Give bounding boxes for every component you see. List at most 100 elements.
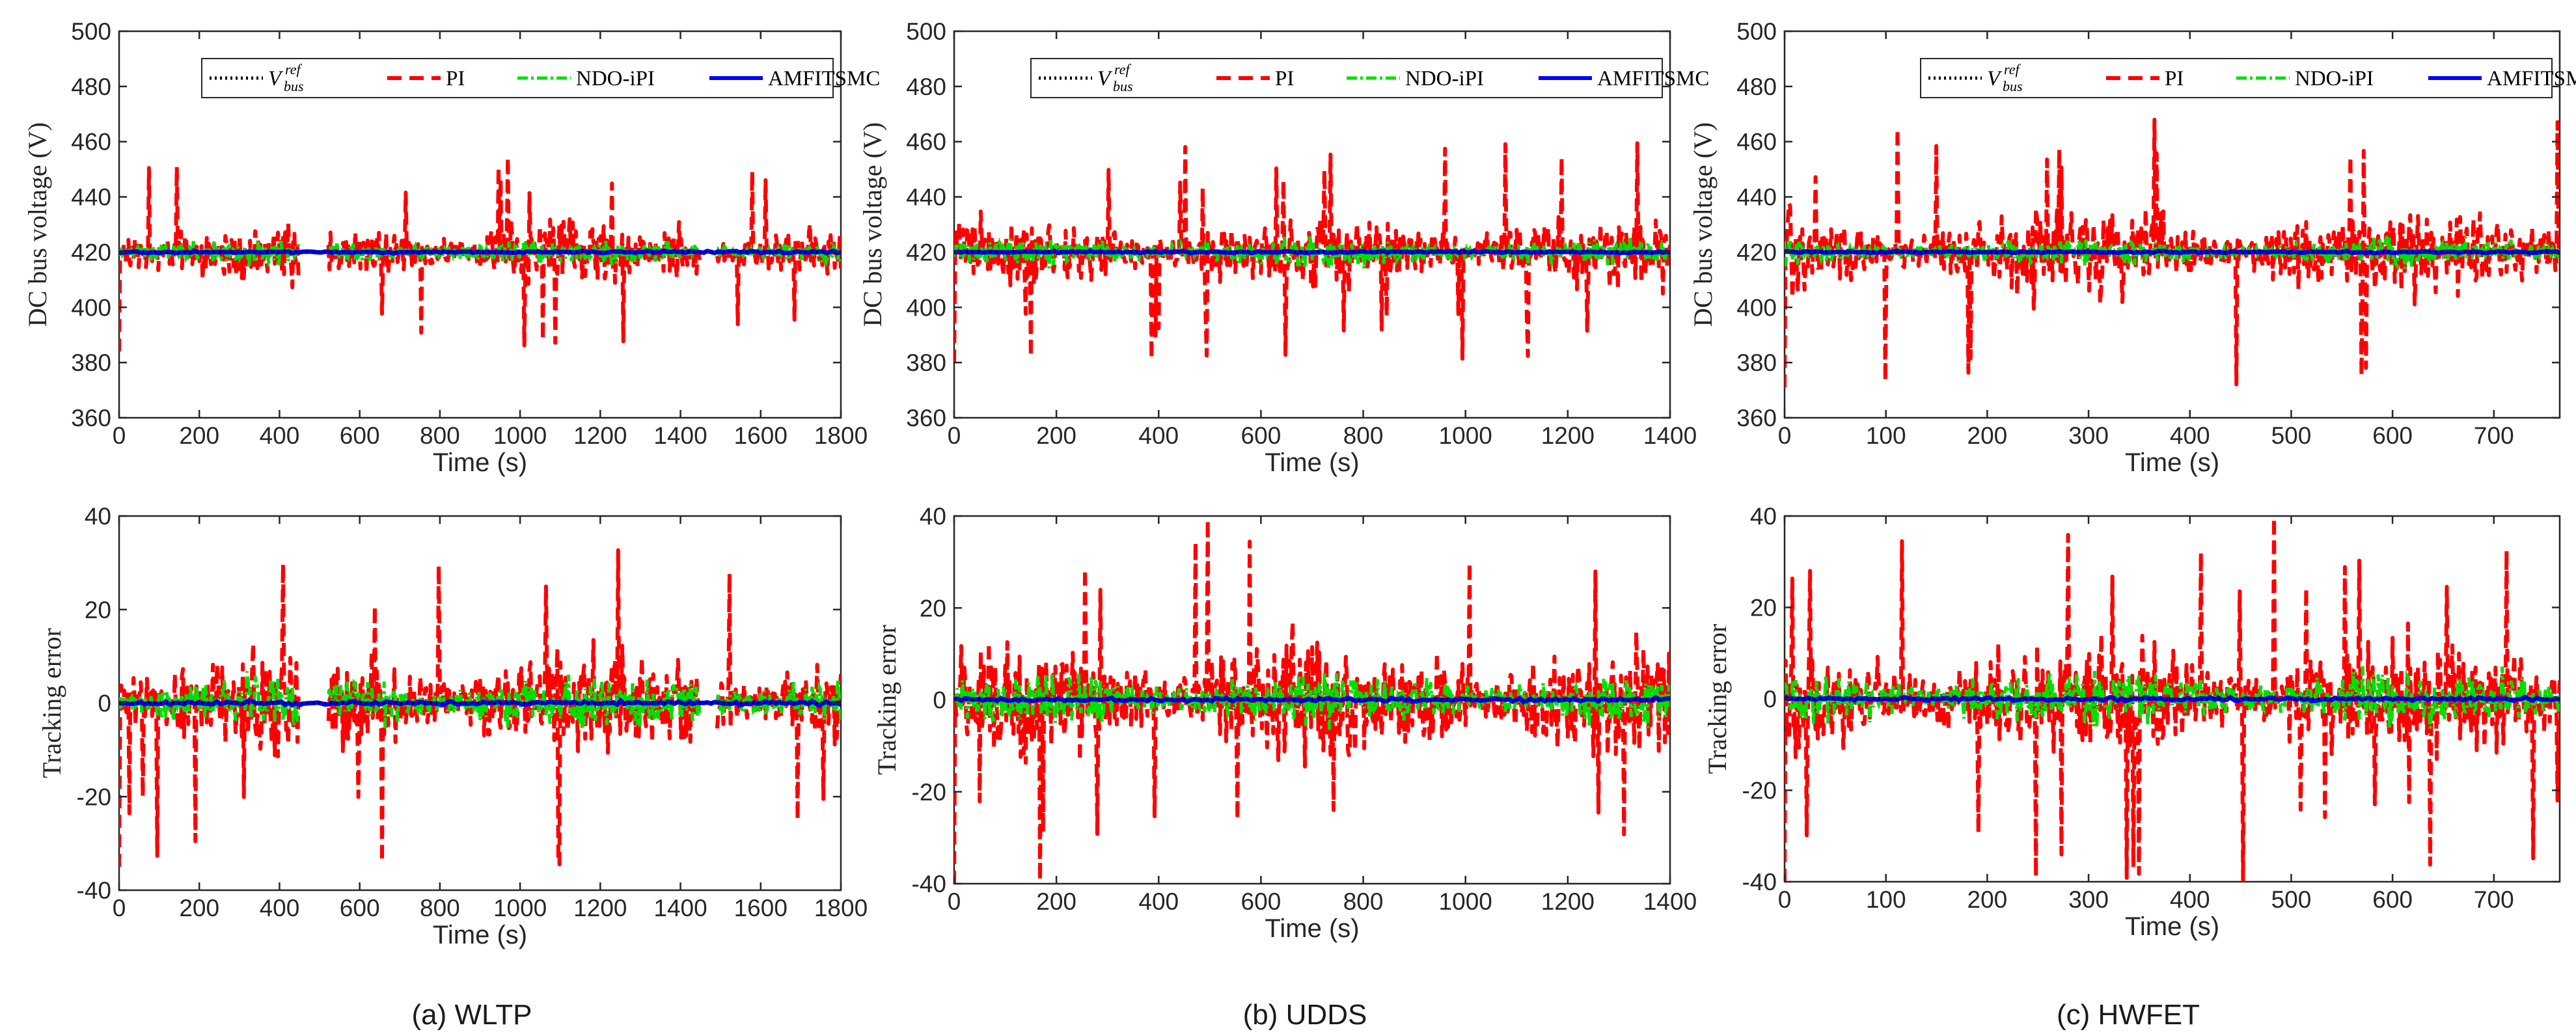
y-axis-label: Tracking error [872,625,901,775]
y-tick-label: 460 [1736,129,1777,156]
y-tick-label: 420 [906,239,946,265]
x-tick-label: 300 [2068,422,2109,449]
legend-label-4: AMFITSMC [2487,67,2576,90]
y-axis-label: Tracking error [37,628,66,778]
legend-label-3: NDO-iPI [576,67,655,90]
x-tick-label: 400 [260,422,300,449]
y-tick-label: -20 [912,779,946,806]
series-group [954,518,1670,884]
x-tick-label: 1800 [814,895,868,921]
legend-label-1: V [1097,67,1113,90]
x-tick-label: 800 [420,422,460,449]
x-tick-label: 200 [1967,886,2008,913]
y-tick-label: 480 [1736,74,1777,100]
y-axis-label: Tracking error [1703,624,1732,774]
x-tick-label: 200 [179,895,219,921]
legend-label-2: PI [446,67,465,90]
x-tick-label: 0 [1778,886,1792,913]
x-axis-label: Time (s) [433,921,527,949]
panel-hwfet-voltage: 0 100 200 300 400 500 600 700 360 380 400 420 440 460… [1688,18,2576,477]
y-tick-label: 500 [1736,18,1777,45]
x-tick-label: 1000 [493,895,547,921]
x-tick-label: 800 [1343,888,1384,915]
x-tick-label: 400 [1138,888,1179,915]
x-tick-label: 600 [1241,888,1281,915]
y-tick-label: 500 [906,18,946,45]
y-tick-label: 40 [85,503,111,530]
x-tick-label: 1200 [1541,422,1595,449]
x-tick-label: 600 [340,422,380,449]
x-axis-label: Time (s) [2125,912,2219,941]
series-ndo-ipi [119,671,300,728]
panel-wltp-voltage: 0 200 400 600 800 1000 1200 1400 1600 1800 360 380 4… [23,18,880,477]
y-tick-label: 420 [1736,239,1777,265]
legend-label-sub: bus [2003,78,2023,94]
caption-udds: (b) UDDS [1243,999,1367,1031]
x-tick-label: 1600 [734,895,788,921]
y-tick-label: -20 [1742,778,1777,804]
y-tick-label: 460 [906,129,946,156]
x-tick-label: 200 [179,422,219,449]
series-ndo-ipi [327,674,702,729]
x-tick-label: 0 [948,422,961,449]
y-tick-label: 480 [71,74,111,100]
y-tick-label: 20 [1750,595,1777,621]
x-tick-label: 500 [2271,886,2312,913]
series-group [954,141,1670,363]
x-tick-label: 1200 [573,895,627,921]
panel-udds-error: 0 200 400 600 800 1000 1200 1400 -40 -20 0 20 40 Time… [872,503,1697,943]
y-tick-label: 40 [920,503,946,530]
plot-panels: 0 200 400 600 800 1000 1200 1400 1600 18003603804… [23,18,2576,949]
x-tick-label: 200 [1967,422,2008,449]
series-ndo-ipi [954,672,1670,730]
x-tick-label: 0 [113,895,126,921]
legend-label-4: AMFITSMC [768,67,880,90]
x-tick-label: 600 [2372,886,2413,913]
x-tick-label: 700 [2474,422,2514,449]
x-axis-label: Time (s) [2125,448,2219,477]
x-tick-label: 1200 [1541,888,1595,915]
x-axis-label: Time (s) [433,448,527,477]
caption-hwfet: (c) HWFET [2057,999,2200,1031]
x-tick-label: 300 [2068,886,2109,913]
x-tick-label: 400 [260,895,300,921]
y-tick-label: 360 [71,405,111,431]
series-amfitsmc [119,248,841,256]
x-tick-label: 1400 [653,895,707,921]
x-tick-label: 800 [420,895,460,921]
x-tick-label: 600 [1241,422,1281,449]
legend-label-1: V [268,67,284,90]
x-tick-label: 1600 [734,422,788,449]
series-group [119,155,841,352]
x-tick-label: 1800 [814,422,868,449]
legend-label-sub: bus [284,78,304,94]
y-tick-label: 380 [906,349,946,376]
series-pi [1785,516,2560,882]
series-group [119,548,841,867]
series-ndo-ipi [1785,236,2560,271]
series-pi [119,165,301,352]
x-tick-label: 1400 [653,422,707,449]
legend-label-3: NDO-iPI [1405,67,1484,90]
panel-hwfet-error: 0 100 200 300 400 500 600 700 -40 -20 0 20 40 Time (s… [1703,503,2561,941]
y-tick-label: 0 [1763,686,1777,713]
x-tick-label: 600 [340,895,380,921]
y-tick-label: -20 [77,783,111,810]
x-tick-label: 0 [113,422,126,449]
y-tick-label: -40 [912,871,946,897]
x-tick-label: 400 [1138,422,1179,449]
y-tick-label: 20 [85,597,111,623]
x-tick-label: 1200 [573,422,627,449]
x-tick-label: 500 [2271,422,2312,449]
x-tick-label: 100 [1866,422,1906,449]
x-tick-label: 0 [948,888,961,915]
y-tick-label: 40 [1750,503,1777,530]
y-axis-label: DC bus voltage (V) [23,122,52,327]
y-tick-label: 0 [98,690,111,717]
x-tick-label: 400 [2170,886,2210,913]
y-tick-label: 360 [1736,405,1777,431]
x-tick-label: 1400 [1643,888,1697,915]
series-pi [954,518,1670,884]
y-tick-label: 440 [1736,184,1777,211]
legend-label-2: PI [2165,67,2184,90]
